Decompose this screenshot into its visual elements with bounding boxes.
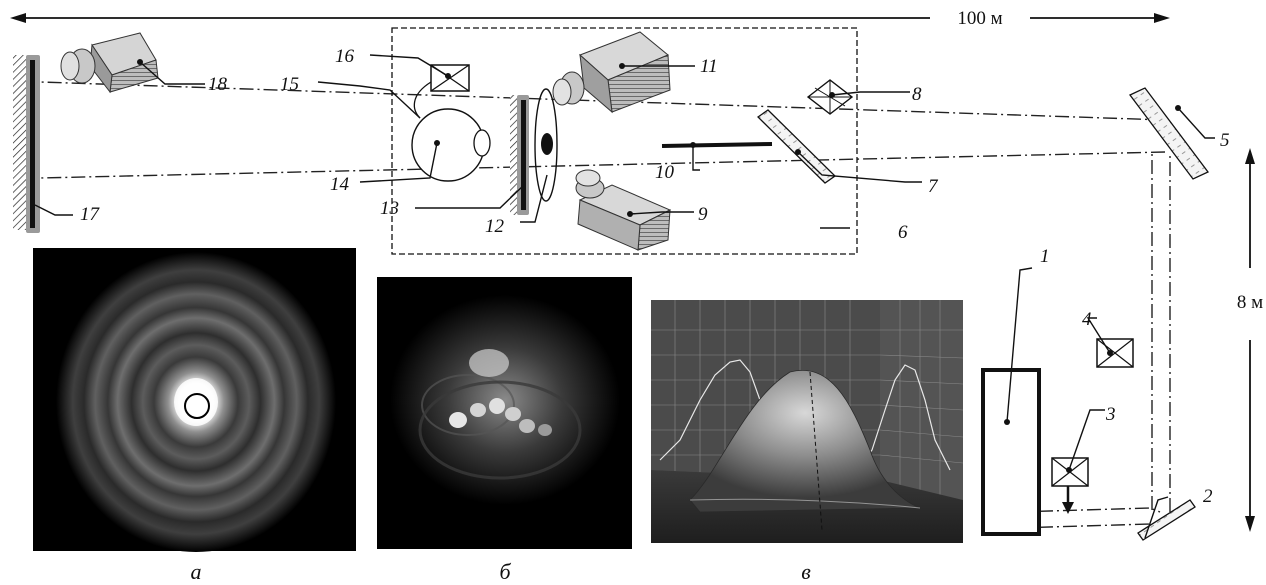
panel-a-ring-pattern (33, 248, 356, 552)
camera-9-icon (575, 169, 672, 251)
panel-captions: а б в (191, 559, 812, 584)
label-2: 2 (1203, 486, 1213, 507)
sensor-4 (1096, 338, 1134, 368)
caption-c: в (801, 559, 811, 584)
label-18: 18 (208, 74, 228, 95)
camera-11-icon (552, 31, 671, 114)
label-14: 14 (330, 174, 350, 195)
sphere-15 (411, 108, 491, 182)
enclosure-6 (391, 27, 858, 255)
label-5: 5 (1220, 130, 1230, 151)
mirror-2 (1137, 499, 1196, 541)
panel-b-speckle-pattern (377, 277, 632, 549)
label-4: 4 (1082, 309, 1092, 330)
rod-10 (661, 142, 773, 148)
label-8: 8 (912, 84, 922, 105)
caption-a: а (191, 559, 202, 584)
label-9: 9 (698, 204, 708, 225)
caption-b: б (499, 559, 511, 584)
mirror-13 (510, 95, 529, 215)
splitter-7 (756, 109, 837, 184)
label-13: 13 (380, 198, 399, 219)
part-labels: 1 2 3 4 5 6 7 8 9 10 11 12 13 14 15 16 1… (80, 46, 1230, 507)
label-12: 12 (485, 216, 505, 237)
label-3: 3 (1105, 404, 1116, 425)
label-11: 11 (700, 56, 718, 77)
label-17: 17 (80, 204, 101, 225)
length-dimension-label: 100 м (957, 8, 1002, 29)
prism-8 (806, 79, 854, 115)
label-6: 6 (898, 222, 908, 243)
height-dimension-label: 8 м (1237, 292, 1263, 313)
length-dimension: 100 м (10, 8, 1170, 29)
label-7: 7 (928, 176, 939, 197)
mirror-17 (13, 55, 40, 233)
label-15: 15 (280, 74, 299, 95)
height-dimension: 8 м (1237, 148, 1263, 532)
laser-1 (981, 368, 1041, 536)
mirror-5 (1128, 87, 1210, 180)
lens-12 (534, 88, 558, 202)
sensor-3 (1051, 457, 1089, 514)
panel-c-3d-profile (651, 300, 964, 543)
camera-18-icon (60, 32, 159, 94)
label-10: 10 (655, 162, 675, 183)
label-1: 1 (1040, 246, 1050, 267)
leader-lines (34, 54, 1215, 539)
label-16: 16 (335, 46, 355, 67)
